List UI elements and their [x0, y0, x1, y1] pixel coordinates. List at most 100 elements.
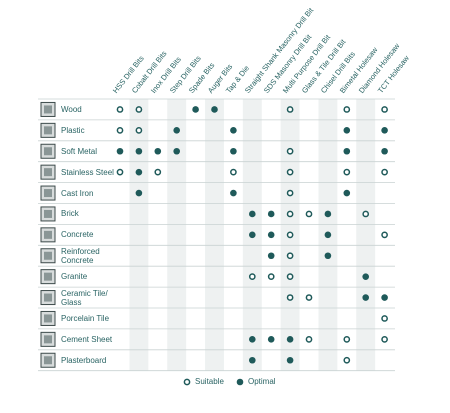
optimal-dot — [343, 147, 351, 155]
column-shade — [167, 99, 187, 371]
optimal-dot — [135, 147, 143, 155]
optimal-dot — [135, 189, 143, 197]
optimal-dot — [173, 147, 180, 155]
row-label: Cast Iron — [61, 188, 94, 198]
material-icon-inner — [44, 126, 52, 135]
row-label: Brick — [61, 209, 79, 219]
row-label: Granite — [61, 272, 88, 282]
suitable-ring — [154, 168, 162, 176]
optimal-dot — [116, 147, 124, 155]
material-icon-inner — [44, 335, 52, 344]
suitable-ring — [286, 106, 294, 113]
material-icon-inner — [44, 168, 52, 177]
optimal-dot — [211, 106, 218, 113]
row-label: Wood — [61, 104, 82, 114]
optimal-dot — [173, 127, 180, 134]
optimal-dot — [324, 252, 332, 260]
optimal-dot — [286, 356, 294, 364]
material-icon-inner — [44, 189, 52, 198]
suitable-ring — [286, 189, 294, 197]
optimal-dot — [381, 127, 388, 134]
column-shade — [356, 99, 376, 371]
suitable-ring — [343, 356, 351, 364]
suitable-ring — [135, 106, 143, 113]
suitable-ring — [286, 231, 294, 239]
optimal-dot — [249, 356, 256, 364]
material-icon-inner — [44, 209, 52, 218]
material-icon-inner — [44, 314, 52, 323]
suitable-ring — [381, 315, 388, 322]
optimal-dot — [362, 273, 370, 280]
optimal-dot — [154, 147, 162, 155]
column-shade — [205, 99, 224, 371]
material-icon-inner — [44, 356, 52, 365]
optimal-dot — [267, 252, 275, 260]
suitable-ring — [248, 273, 256, 280]
optimal-dot — [381, 294, 388, 301]
suitable-ring — [305, 336, 313, 343]
optimal-dot — [267, 336, 275, 343]
optimal-dot — [362, 294, 370, 301]
row-label: Soft Metal — [61, 146, 98, 156]
optimal-dot — [230, 127, 237, 134]
optimal-dot — [286, 336, 294, 343]
row-label: Plastic — [61, 125, 85, 135]
optimal-dot — [230, 189, 237, 197]
row-label: Cement Sheet — [61, 334, 113, 344]
material-icon-inner — [44, 230, 52, 239]
optimal-dot — [230, 147, 237, 155]
suitable-ring — [381, 336, 388, 343]
optimal-dot — [324, 231, 332, 239]
row-label: Ceramic Tile/ Glass — [61, 288, 108, 307]
suitable-ring — [305, 210, 313, 218]
optimal-dot — [343, 189, 351, 197]
column-shade — [129, 99, 149, 371]
suitable-ring — [362, 210, 370, 218]
suitable-ring — [343, 168, 351, 176]
suitable-ring — [286, 147, 294, 155]
suitable-ring — [267, 273, 275, 280]
suitable-ring — [135, 127, 143, 134]
row-label: Porcelain Tile — [61, 313, 110, 323]
suitable-ring — [116, 127, 124, 134]
optimal-dot — [249, 336, 256, 343]
material-icon-inner — [44, 105, 52, 114]
suitable-ring — [286, 210, 294, 218]
row-label: Stainless Steel — [61, 167, 114, 177]
optimal-dot — [267, 231, 275, 239]
optimal-dot — [267, 210, 275, 218]
suitable-ring — [116, 106, 124, 113]
row-label: Reinforced Concrete — [61, 246, 100, 265]
suitable-ring — [116, 168, 124, 176]
suitable-ring — [286, 273, 294, 280]
suitable-ring — [286, 168, 294, 176]
suitable-ring — [286, 294, 294, 301]
suitable-ring — [381, 106, 388, 113]
material-icon-inner — [44, 272, 52, 281]
suitable-ring — [343, 106, 351, 113]
suitable-ring — [381, 231, 388, 239]
suitable-ring — [343, 336, 351, 343]
optimal-dot — [381, 147, 388, 155]
row-label: Concrete — [61, 230, 94, 240]
legend-label: Suitable — [195, 377, 224, 386]
optimal-dot — [343, 127, 351, 134]
optimal-dot — [249, 231, 256, 239]
suitable-ring — [381, 168, 388, 176]
suitable-ring — [286, 252, 294, 260]
suitable-ring — [230, 168, 237, 176]
material-icon-inner — [44, 147, 52, 156]
material-icon-inner — [44, 251, 52, 260]
material-icon-inner — [44, 293, 52, 302]
legend-symbol — [236, 378, 244, 386]
legend-symbol — [183, 378, 191, 386]
optimal-dot — [135, 168, 143, 176]
optimal-dot — [324, 210, 332, 218]
optimal-dot — [192, 106, 199, 113]
row-label: Plasterboard — [61, 355, 107, 365]
suitable-ring — [305, 294, 313, 301]
optimal-dot — [249, 210, 256, 218]
legend-label: Optimal — [248, 377, 276, 386]
